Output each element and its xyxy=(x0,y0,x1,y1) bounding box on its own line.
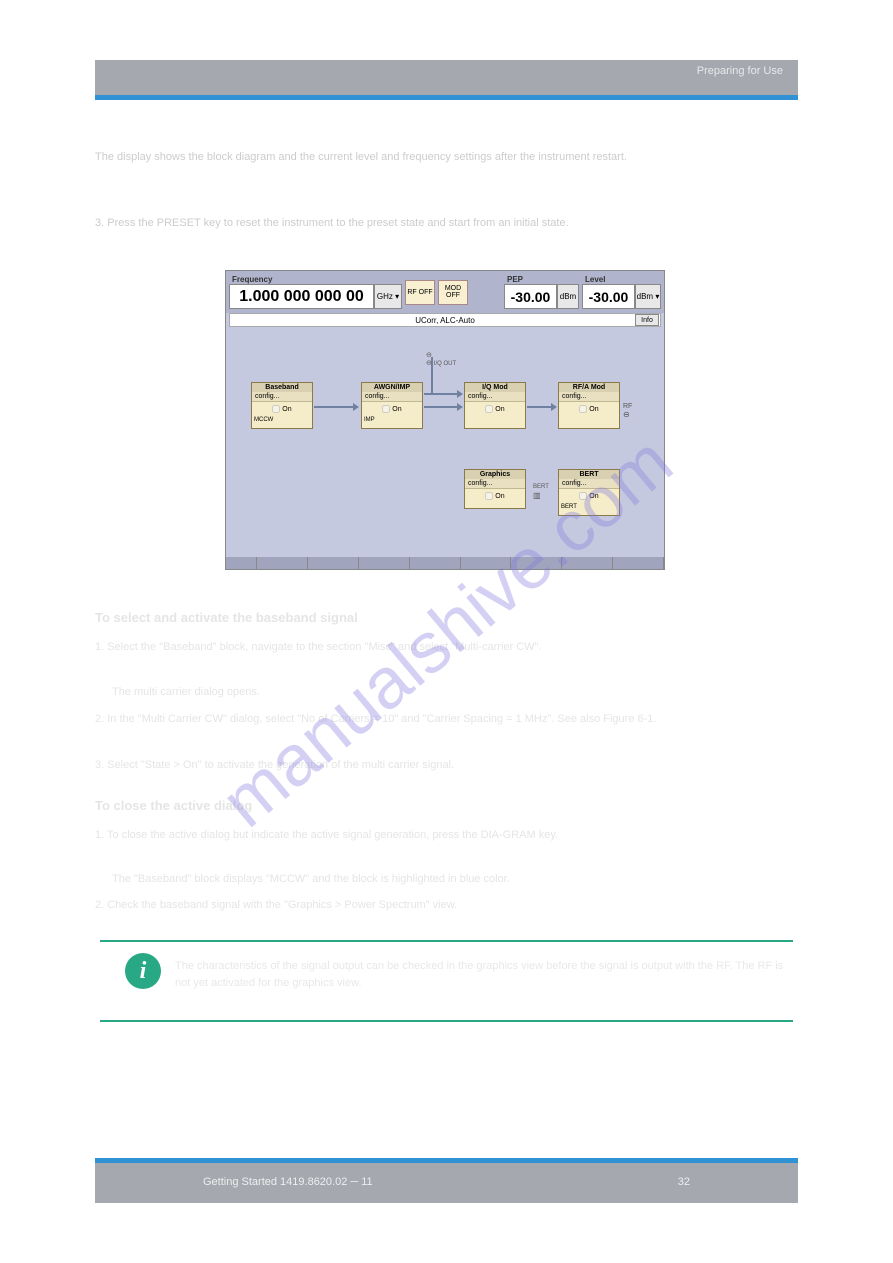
info-text: The characteristics of the signal output… xyxy=(175,958,793,991)
header-bar xyxy=(95,60,798,95)
arrow-1 xyxy=(314,406,354,408)
frequency-value[interactable]: 1.000 000 000 00 xyxy=(229,284,374,309)
rfamod-block[interactable]: RF/A Mod config... On xyxy=(558,382,620,429)
arrow-2 xyxy=(424,406,458,408)
awgn-block[interactable]: AWGN/IMP config... On IMP xyxy=(361,382,423,429)
baseband-block[interactable]: Baseband config... On MCCW xyxy=(251,382,313,429)
arrow-2b xyxy=(424,393,458,395)
step-1-1: 1. Select the "Baseband" block, navigate… xyxy=(95,640,793,656)
info-button[interactable]: Info xyxy=(635,314,659,326)
intro-text-1: The display shows the block diagram and … xyxy=(95,150,793,166)
level-unit[interactable]: dBm ▾ xyxy=(635,284,661,309)
bert-in-label: BERT xyxy=(533,484,549,490)
graphics-block[interactable]: Graphics config... On xyxy=(464,469,526,509)
arrow-3 xyxy=(527,406,552,408)
footer-bar: Getting Started 1419.8620.02 ─ 11 32 xyxy=(95,1163,798,1203)
intro-text-2: 3. Press the PRESET key to reset the ins… xyxy=(95,216,793,232)
info-icon: i xyxy=(125,953,161,989)
bert-block[interactable]: BERT config... On BERT xyxy=(558,469,620,516)
step-1-4: 3. Select "State > On" to activate the g… xyxy=(95,758,793,774)
footer-left: Getting Started 1419.8620.02 ─ 11 xyxy=(203,1176,373,1188)
heading-baseband: To select and activate the baseband sign… xyxy=(95,610,358,625)
rf-out-label: RF⊖ xyxy=(623,401,632,419)
status-bar: UCorr, ALC-Auto Info xyxy=(229,313,661,327)
block-diagram: Baseband config... On MCCW AWGN/IMP conf… xyxy=(226,329,664,557)
step-2-3: 2. Check the baseband signal with the "G… xyxy=(95,898,793,914)
device-top-bar: Frequency 1.000 000 000 00 GHz ▾ RF OFF … xyxy=(226,271,664,313)
iqmod-block[interactable]: I/Q Mod config... On xyxy=(464,382,526,429)
step-2-2: The "Baseband" block displays "MCCW" and… xyxy=(112,872,793,888)
header-bar-accent xyxy=(95,95,798,100)
info-sep-top xyxy=(100,940,793,942)
device-screenshot: Frequency 1.000 000 000 00 GHz ▾ RF OFF … xyxy=(225,270,665,570)
header-section-label: Preparing for Use xyxy=(697,65,783,77)
frequency-label: Frequency xyxy=(229,275,402,284)
pep-value[interactable]: -30.00 xyxy=(504,284,557,309)
info-sep-bottom xyxy=(100,1020,793,1022)
step-1-3: 2. In the "Multi Carrier CW" dialog, sel… xyxy=(95,712,793,728)
bottom-bar xyxy=(226,557,664,569)
frequency-unit[interactable]: GHz ▾ xyxy=(374,284,402,309)
footer-right: 32 xyxy=(678,1176,690,1188)
level-value[interactable]: -30.00 xyxy=(582,284,635,309)
iq-out-label: ⊖⊖ I/Q OUT xyxy=(426,351,456,367)
rf-off-button[interactable]: RF OFF xyxy=(405,280,435,305)
pep-label: PEP xyxy=(504,275,579,284)
heading-close: To close the active dialog xyxy=(95,798,252,813)
level-label: Level xyxy=(582,275,661,284)
step-2-1: 1. To close the active dialog but indica… xyxy=(95,828,793,844)
pep-unit: dBm xyxy=(557,284,579,309)
mod-off-button[interactable]: MODOFF xyxy=(438,280,468,305)
step-1-2: The multi carrier dialog opens. xyxy=(112,685,793,701)
